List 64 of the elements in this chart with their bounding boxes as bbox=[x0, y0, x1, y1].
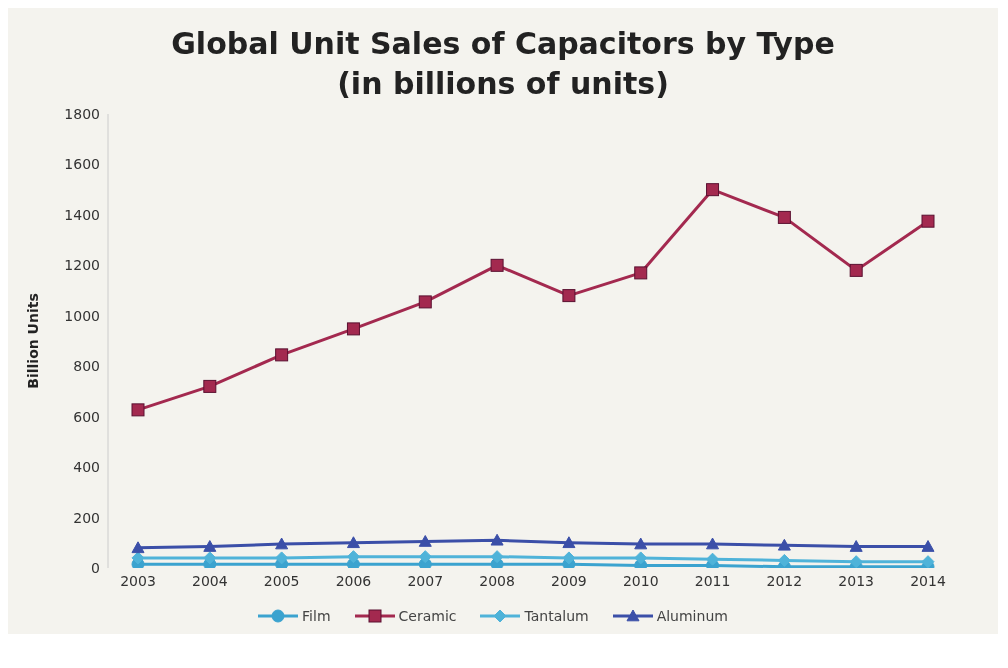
legend-label: Film bbox=[301, 608, 331, 624]
point bbox=[921, 214, 935, 228]
point bbox=[634, 537, 648, 550]
y-tick-label: 1800 bbox=[64, 105, 100, 122]
point bbox=[777, 538, 791, 551]
y-tick-label: 1600 bbox=[64, 156, 100, 173]
x-tick-label: 2012 bbox=[766, 572, 803, 589]
point bbox=[634, 551, 648, 565]
point bbox=[777, 210, 791, 224]
point bbox=[418, 535, 432, 547]
point bbox=[275, 551, 289, 565]
x-tick-label: 2005 bbox=[263, 572, 300, 589]
point bbox=[706, 183, 720, 197]
point bbox=[706, 552, 720, 566]
point bbox=[562, 536, 576, 549]
y-tick-label: 400 bbox=[73, 459, 100, 476]
point bbox=[777, 553, 791, 567]
point bbox=[131, 403, 145, 417]
x-tick-label: 2010 bbox=[622, 572, 659, 589]
point bbox=[849, 540, 863, 552]
point bbox=[418, 550, 432, 564]
x-tick-label: 2003 bbox=[120, 572, 156, 589]
point bbox=[921, 540, 935, 552]
point bbox=[275, 537, 289, 550]
y-tick-label: 1200 bbox=[64, 257, 100, 274]
y-tick-label: 200 bbox=[73, 509, 100, 526]
chart-title: Global Unit Sales of Capacitors by Type (in billions of units) bbox=[170, 25, 836, 103]
point bbox=[203, 379, 217, 393]
y-tick-label: 1400 bbox=[64, 206, 100, 223]
x-tick-label: 2009 bbox=[551, 572, 587, 589]
point bbox=[346, 322, 360, 336]
point bbox=[490, 258, 504, 272]
legend-label: Ceramic bbox=[397, 608, 457, 624]
y-tick-label: 600 bbox=[73, 408, 100, 425]
point bbox=[346, 550, 360, 564]
point bbox=[562, 551, 576, 565]
x-tick-label: 2011 bbox=[694, 572, 731, 589]
y-tick-label: 800 bbox=[73, 358, 100, 375]
y-tick-label: 0 bbox=[91, 559, 100, 576]
x-tick-label: 2014 bbox=[910, 572, 946, 589]
point bbox=[921, 555, 935, 568]
x-tick-label: 2013 bbox=[838, 572, 874, 589]
point bbox=[849, 555, 863, 568]
x-tick-label: 2004 bbox=[192, 572, 228, 589]
point bbox=[490, 533, 504, 546]
point bbox=[203, 540, 217, 552]
point bbox=[275, 348, 289, 362]
legend-label: Aluminum bbox=[655, 608, 728, 624]
legend-label: Tantalum bbox=[523, 608, 589, 624]
y-tick-label: 1000 bbox=[64, 307, 100, 324]
point bbox=[418, 295, 432, 309]
y-axis-title: Billion Units bbox=[24, 293, 41, 389]
point bbox=[131, 551, 145, 565]
x-tick-label: 2008 bbox=[479, 572, 515, 589]
point bbox=[634, 266, 648, 280]
point bbox=[490, 550, 504, 564]
point bbox=[706, 537, 720, 550]
x-tick-label: 2007 bbox=[407, 572, 444, 589]
point bbox=[203, 551, 217, 565]
point bbox=[562, 289, 576, 303]
point bbox=[849, 263, 863, 277]
point bbox=[131, 541, 145, 554]
x-tick-label: 2006 bbox=[335, 572, 372, 589]
point bbox=[346, 536, 360, 549]
